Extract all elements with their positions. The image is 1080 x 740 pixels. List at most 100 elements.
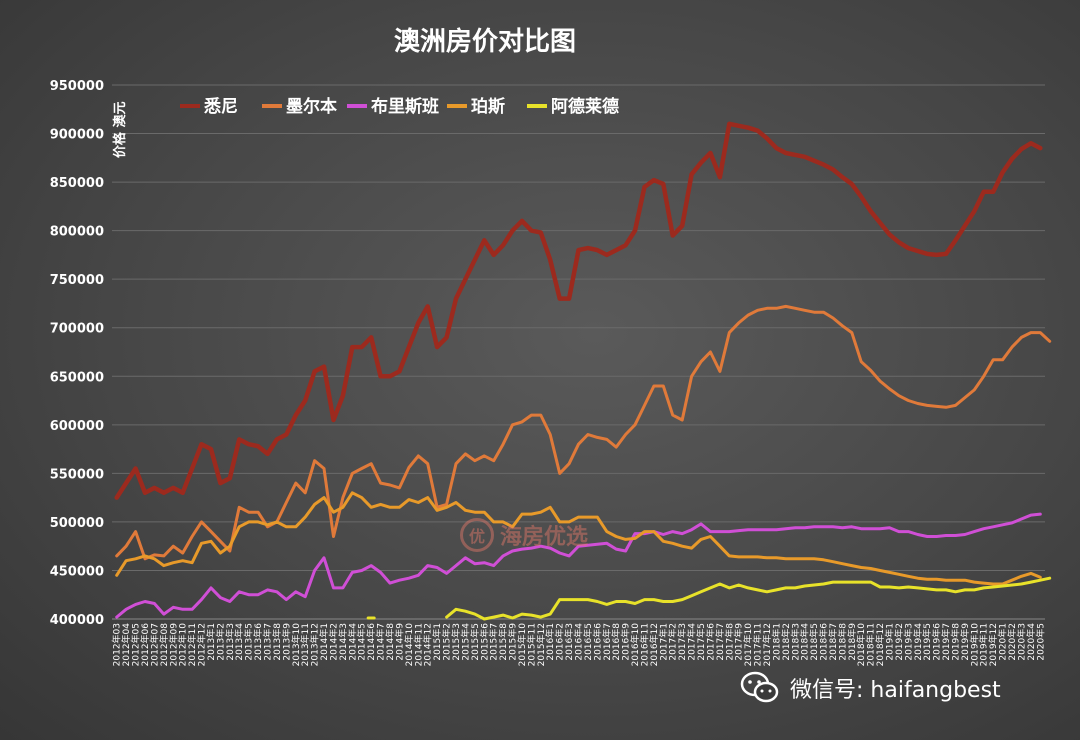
x-tick-label: 2015年6 [478, 623, 490, 661]
x-tick-label: 2019年4 [912, 623, 924, 661]
watermark-text: 微信号: haifangbest [790, 678, 1001, 703]
x-tick-label: 2015年9 [507, 623, 519, 661]
x-tick-label: 2020年3 [1015, 623, 1027, 661]
x-tick-label: 2014年9 [393, 623, 405, 661]
x-tick-label: 2015年5 [469, 623, 481, 661]
logo-text: 海房优选 [500, 525, 589, 550]
y-tick-label: 500000 [50, 516, 104, 531]
x-tick-label: 2017年11 [752, 623, 764, 666]
x-tick-label: 2016年10 [629, 623, 641, 667]
legend-label: 悉尼 [203, 97, 238, 117]
center-logo: 优 海房优选 [460, 515, 600, 555]
x-tick-label: 2012年08 [158, 623, 170, 667]
x-tick-label: 2016年3 [563, 623, 575, 661]
y-tick-label: 950000 [50, 79, 104, 94]
x-tick-label: 2015年4 [459, 623, 471, 661]
y-tick-label: 800000 [50, 225, 104, 240]
x-tick-label: 2019年2 [893, 623, 905, 661]
x-tick-label: 2013年5 [243, 623, 255, 661]
series-line-悉尼 [114, 121, 1043, 500]
wechat-icon [740, 671, 779, 703]
x-tick-label: 2018年4 [799, 623, 811, 661]
x-axis-ticks: 2012年03 2012年04 2012年05 2012年06 2012年07 2012年… [111, 623, 1047, 667]
x-tick-label: 2017年8 [723, 623, 735, 661]
x-tick-label: 2013年9 [280, 623, 292, 661]
x-tick-label: 2014年5 [356, 623, 368, 661]
x-tick-label: 2012年07 [148, 623, 160, 666]
x-tick-label: 2014年1 [318, 623, 330, 661]
x-tick-label: 2015年1 [431, 623, 443, 661]
x-tick-label: 2014年11 [412, 623, 424, 666]
x-tick-label: 2016年11 [638, 623, 650, 666]
x-tick-label: 2020年2 [1006, 623, 1018, 661]
x-tick-label: 2017年6 [704, 623, 716, 661]
y-axis-ticks: 400000 450000 500000 550000 600000 650000 7000… [50, 79, 104, 628]
x-tick-label: 2012年10 [177, 623, 189, 667]
x-tick-label: 2019年6 [931, 623, 943, 661]
x-tick-label: 2012年06 [139, 623, 151, 667]
y-tick-label: 450000 [50, 564, 104, 579]
x-tick-label: 2018年1 [770, 623, 782, 661]
x-tick-label: 2012年05 [130, 623, 142, 666]
legend-label: 布里斯班 [371, 96, 439, 117]
x-tick-label: 2015年10 [516, 623, 528, 667]
x-tick-label: 2013年10 [290, 623, 302, 667]
legend-label: 墨尔本 [286, 96, 337, 117]
x-tick-label: 2012年03 [111, 623, 123, 666]
gridlines [112, 84, 1045, 620]
series-line-珀斯 [115, 491, 1042, 586]
x-tick-label: 2014年4 [346, 623, 358, 661]
x-tick-label: 2013年12 [309, 623, 321, 666]
x-tick-label: 2017年3 [676, 623, 688, 661]
x-tick-label: 2017年1 [657, 623, 669, 661]
x-tick-label: 2014年2 [327, 623, 339, 661]
x-tick-label: 2016年1 [544, 623, 556, 661]
x-tick-label: 2017年2 [667, 623, 679, 661]
x-tick-label: 2016年4 [573, 623, 585, 661]
x-tick-label: 2020年1 [997, 623, 1009, 661]
x-tick-label: 2016年6 [591, 623, 603, 661]
x-tick-label: 2015年12 [535, 623, 547, 666]
x-tick-label: 2019年11 [978, 623, 990, 666]
x-tick-label: 2017年10 [742, 623, 754, 667]
x-tick-label: 2018年7 [827, 623, 839, 661]
x-tick-label: 2015年2 [441, 623, 453, 661]
x-tick-label: 2018年12 [874, 623, 886, 666]
series-lines [114, 121, 1052, 621]
x-tick-label: 2012年09 [167, 623, 179, 667]
x-tick-label: 2016年7 [601, 623, 613, 661]
x-tick-label: 2019年1 [884, 623, 896, 661]
x-tick-label: 2014年3 [337, 623, 349, 661]
logo-mark: 优 [460, 518, 494, 552]
y-tick-label: 550000 [50, 467, 104, 482]
x-tick-label: 2018年9 [846, 623, 858, 661]
y-tick-label: 700000 [50, 322, 104, 337]
y-tick-label: 650000 [50, 370, 104, 385]
x-tick-label: 2019年9 [959, 623, 971, 661]
x-tick-label: 2018年2 [780, 623, 792, 661]
x-tick-label: 2019年7 [940, 623, 952, 661]
y-axis-label: 价格 澳元 [112, 101, 128, 158]
x-tick-label: 2016年12 [648, 623, 660, 666]
y-tick-label: 850000 [50, 176, 104, 191]
x-tick-label: 2019年8 [949, 623, 961, 661]
legend: 悉尼 墨尔本 布里斯班 珀斯 阿德莱德 [180, 96, 619, 117]
x-tick-label: 2017年12 [761, 623, 773, 666]
x-tick-label: 2013年7 [262, 623, 274, 661]
x-tick-label: 2013年11 [299, 623, 311, 666]
y-tick-label: 600000 [50, 419, 104, 434]
x-tick-label: 2014年7 [375, 623, 387, 661]
x-tick-label: 2012年11 [186, 623, 198, 666]
x-tick-label: 2020年4 [1025, 623, 1037, 661]
x-tick-label: 2013年8 [271, 623, 283, 661]
x-tick-label: 2015年11 [525, 623, 537, 666]
x-tick-label: 2015年3 [450, 623, 462, 661]
y-tick-label: 400000 [50, 613, 104, 628]
x-tick-label: 2019年12 [987, 623, 999, 666]
x-tick-label: 2019年10 [968, 623, 980, 667]
chart-title: 澳洲房价对比图 [394, 27, 576, 57]
x-tick-label: 2017年5 [695, 623, 707, 661]
x-tick-label: 2018年8 [836, 623, 848, 661]
x-tick-label: 2016年8 [610, 623, 622, 661]
x-tick-label: 2015年7 [488, 623, 500, 661]
